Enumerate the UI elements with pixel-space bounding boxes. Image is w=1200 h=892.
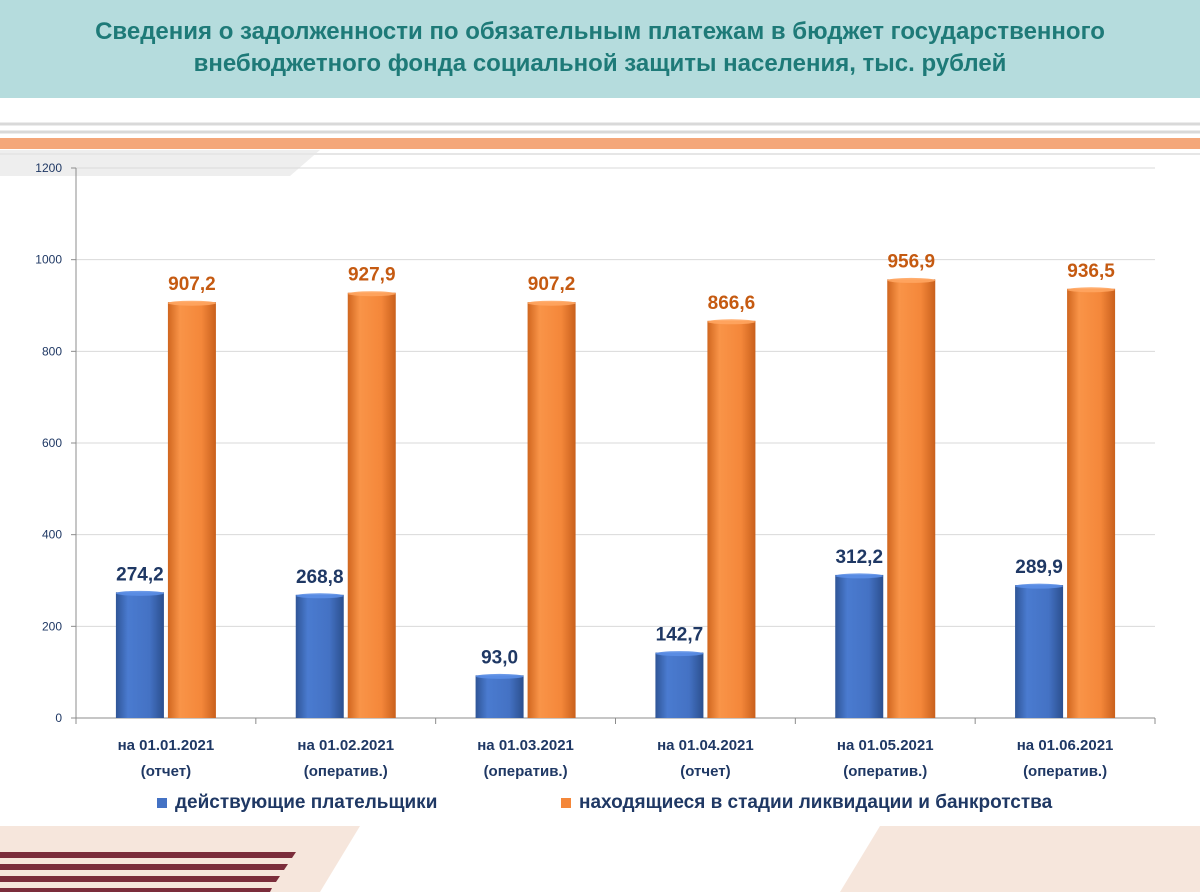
data-label-liquidation: 866,6 [708,293,756,314]
legend-label-orange: находящиеся в стадии ликвидации и банкро… [579,792,1053,813]
data-label-active-payers: 93,0 [481,647,518,668]
data-label-liquidation: 927,9 [348,265,396,286]
legend-item-orange: находящиеся в стадии ликвидации и банкро… [561,792,1052,814]
bar-active-payers-top [475,673,524,679]
title-line-1: Сведения о задолженности по обязательным… [95,18,1105,45]
y-tick-label: 600 [42,436,62,450]
bar-liquidation-top [1067,287,1116,293]
x-tick-label: на 01.01.2021 [118,737,215,754]
data-label-liquidation: 907,2 [168,274,216,295]
bar-liquidation [707,320,756,718]
bar-liquidation-top [527,300,576,306]
bar-liquidation [1067,288,1116,718]
data-label-active-payers: 312,2 [835,547,883,568]
bar-liquidation [887,279,936,718]
legend-swatch-orange [561,798,571,808]
bar-active-payers-top [1015,583,1064,589]
x-tick-label: (оператив.) [843,763,927,780]
bar-liquidation-top [347,291,396,297]
bar-liquidation-top [887,277,936,283]
legend: действующие плательщики находящиеся в ст… [0,792,1200,820]
bottom-decoration [0,826,1200,892]
bar-active-payers-top [655,651,704,657]
bar-active-payers [475,675,524,718]
x-tick-label: на 01.05.2021 [837,737,934,754]
x-tick-label: на 01.06.2021 [1017,737,1114,754]
legend-swatch-blue [157,798,167,808]
data-label-active-payers: 289,9 [1015,557,1063,578]
bar-liquidation [347,292,396,718]
y-tick-label: 400 [42,528,62,542]
x-tick-label: (отчет) [680,763,730,780]
data-label-liquidation: 907,2 [528,274,576,295]
y-tick-label: 1200 [35,161,62,175]
bar-liquidation-top [167,300,216,306]
page-title: Сведения о задолженности по обязательным… [0,16,1200,80]
y-tick-label: 1000 [35,253,62,267]
y-tick-label: 200 [42,619,62,633]
bar-active-payers [115,592,164,718]
x-tick-label: на 01.02.2021 [297,737,394,754]
bar-active-payers [655,652,704,718]
bar-liquidation [167,302,216,718]
bar-liquidation [527,302,576,718]
legend-item-blue: действующие плательщики [157,792,437,814]
x-tick-label: на 01.04.2021 [657,737,754,754]
decorative-stripes [0,122,1200,176]
bar-active-payers [835,574,884,718]
bar-active-payers-top [835,573,884,579]
bar-active-payers-top [295,593,344,599]
data-label-liquidation: 956,9 [887,251,935,272]
y-tick-label: 0 [55,711,62,725]
bar-active-payers [1015,585,1064,718]
x-tick-label: (оператив.) [304,763,388,780]
data-label-active-payers: 274,2 [116,564,164,585]
x-tick-label: на 01.03.2021 [477,737,574,754]
x-tick-label: (отчет) [141,763,191,780]
legend-label-blue: действующие плательщики [175,792,438,813]
x-tick-label: (оператив.) [1023,763,1107,780]
bar-active-payers [295,594,344,718]
data-label-active-payers: 268,8 [296,567,344,588]
x-tick-label: (оператив.) [484,763,568,780]
title-band [0,0,1200,98]
y-tick-label: 800 [42,344,62,358]
bar-liquidation-top [707,319,756,325]
data-label-liquidation: 936,5 [1067,261,1115,282]
bar-active-payers-top [115,590,164,596]
data-label-active-payers: 142,7 [656,625,704,646]
title-line-2: внебюджетного фонда социальной защиты на… [193,50,1007,77]
